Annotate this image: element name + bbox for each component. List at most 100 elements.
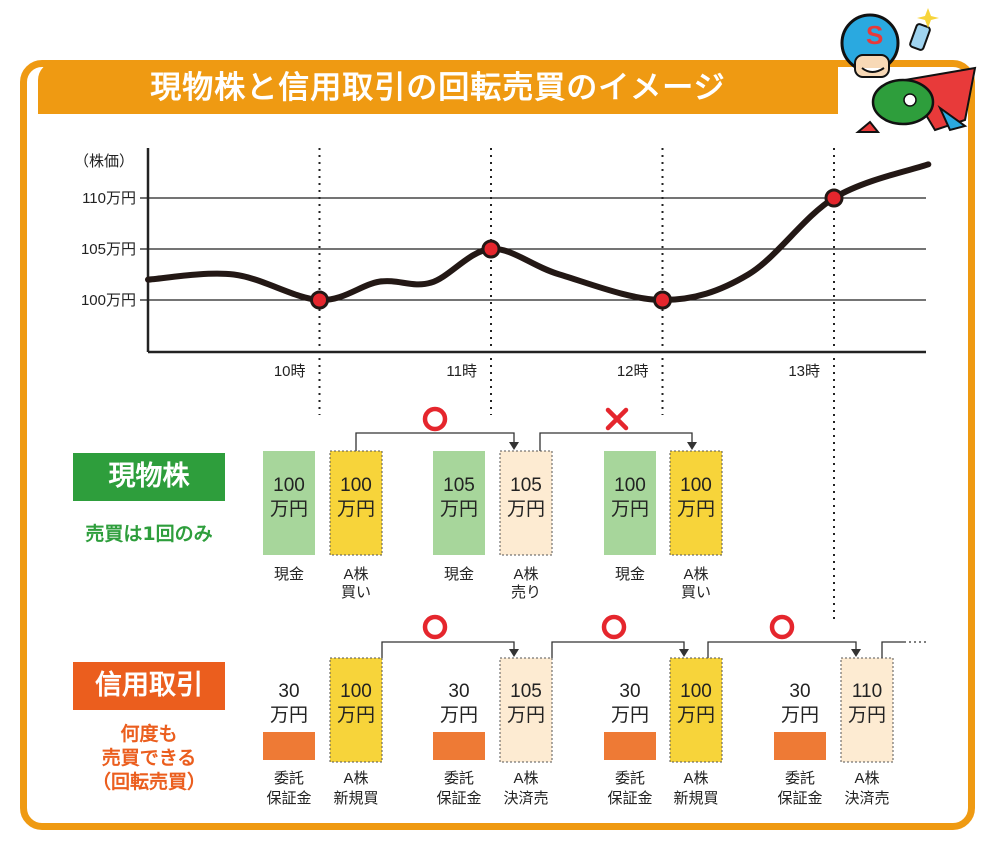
margin-value: 万円: [781, 705, 819, 726]
flow-connector: [381, 641, 515, 658]
box-value: 万円: [611, 499, 649, 520]
box-label: 現金: [615, 566, 645, 583]
box-value: 100: [614, 475, 646, 496]
svg-text:S: S: [866, 20, 883, 50]
genbutsu-box-rect: [604, 451, 656, 555]
stock-label: A株: [854, 770, 879, 787]
stock-value: 万円: [677, 705, 715, 726]
margin-label: 保証金: [777, 790, 822, 807]
box-label: A株: [683, 566, 708, 583]
flow-connector: [355, 432, 515, 451]
margin-value: 万円: [270, 705, 308, 726]
box-value: 100: [680, 475, 712, 496]
y-axis-label: （株価）: [74, 153, 134, 170]
x-tick-label: 13時: [788, 363, 820, 380]
asset-boxes: 100万円現金100万円A株買い105万円現金105万円A株売り100万円現金1…: [263, 450, 894, 807]
stock-value: 105: [510, 681, 542, 702]
genbutsu-note: 売買は1回のみ: [85, 523, 213, 545]
time-guides: [318, 148, 835, 620]
genbutsu-box-rect: [263, 451, 315, 555]
margin-value: 30: [789, 681, 810, 702]
x-tick-label: 11時: [446, 363, 477, 380]
box-value: 万円: [270, 499, 308, 520]
box-value: 100: [273, 475, 305, 496]
flow-connectors: [355, 406, 928, 658]
diagram-title: 現物株と信用取引の回転売買のイメージ: [150, 70, 726, 106]
box-value: 万円: [440, 499, 478, 520]
stock-label: A株: [513, 770, 538, 787]
x-tick-label: 12時: [617, 363, 649, 380]
genbutsu-label: 現物株: [73, 453, 225, 501]
price-markers: [310, 188, 844, 310]
arrow-head: [687, 442, 697, 450]
margin-label: 委託: [444, 770, 474, 787]
y-tick-label: 105万円: [81, 241, 136, 258]
box-label: 売り: [511, 584, 541, 601]
margin-block: [263, 732, 315, 760]
superhero-mascot-icon: S: [840, 8, 977, 133]
x-tick-labels: 10時 11時 12時 13時: [274, 363, 820, 380]
stock-value: 万円: [848, 705, 886, 726]
stock-value: 万円: [337, 705, 375, 726]
margin-block: [774, 732, 826, 760]
margin-value: 30: [619, 681, 640, 702]
box-value: 105: [443, 475, 475, 496]
arrow-head: [509, 649, 519, 657]
gridlines: [140, 197, 926, 301]
title-bar: [38, 62, 838, 114]
stock-label: 決済売: [844, 790, 889, 807]
stock-label: 決済売: [503, 790, 548, 807]
shinyo-note-line: （回転売買）: [91, 771, 206, 793]
shinyo-stock-rect: [669, 657, 723, 763]
box-value: 万円: [507, 499, 545, 520]
stock-label: A株: [683, 770, 708, 787]
stock-value: 100: [680, 681, 712, 702]
margin-value: 万円: [611, 705, 649, 726]
margin-label: 保証金: [266, 790, 311, 807]
stock-value: 110: [852, 681, 882, 702]
success-mark: [601, 614, 627, 640]
shinyo-note-line: 売買できる: [101, 747, 197, 769]
box-value: 105: [510, 475, 542, 496]
price-marker: [653, 290, 672, 310]
price-marker: [310, 290, 329, 310]
genbutsu-box-rect: [669, 450, 723, 556]
margin-value: 万円: [440, 705, 478, 726]
margin-block: [604, 732, 656, 760]
price-marker: [481, 239, 501, 259]
flow-connector: [539, 432, 693, 451]
margin-label: 委託: [785, 770, 815, 787]
price-series-line: [145, 161, 932, 304]
margin-label: 保証金: [607, 790, 652, 807]
stock-value: 万円: [507, 705, 545, 726]
flow-connector: [551, 641, 685, 658]
box-label: 買い: [681, 584, 711, 601]
y-tick-label: 100万円: [81, 292, 136, 309]
stock-label: A株: [343, 770, 368, 787]
margin-label: 委託: [615, 770, 645, 787]
stock-label: 新規買: [333, 790, 378, 807]
box-value: 100: [340, 475, 372, 496]
box-value: 万円: [337, 499, 375, 520]
genbutsu-box-rect: [329, 450, 383, 556]
shinyo-note: 何度も 売買できる （回転売買）: [70, 722, 228, 794]
price-marker: [824, 188, 844, 208]
shinyo-stock-rect: [499, 657, 553, 763]
margin-value: 30: [278, 681, 299, 702]
flow-connector: [881, 641, 904, 658]
arrow-head: [679, 649, 689, 657]
arrow-head: [509, 442, 519, 450]
success-mark: [769, 614, 795, 640]
box-label: 現金: [444, 566, 474, 583]
x-tick-label: 10時: [274, 363, 306, 380]
stock-label: 新規買: [673, 790, 718, 807]
